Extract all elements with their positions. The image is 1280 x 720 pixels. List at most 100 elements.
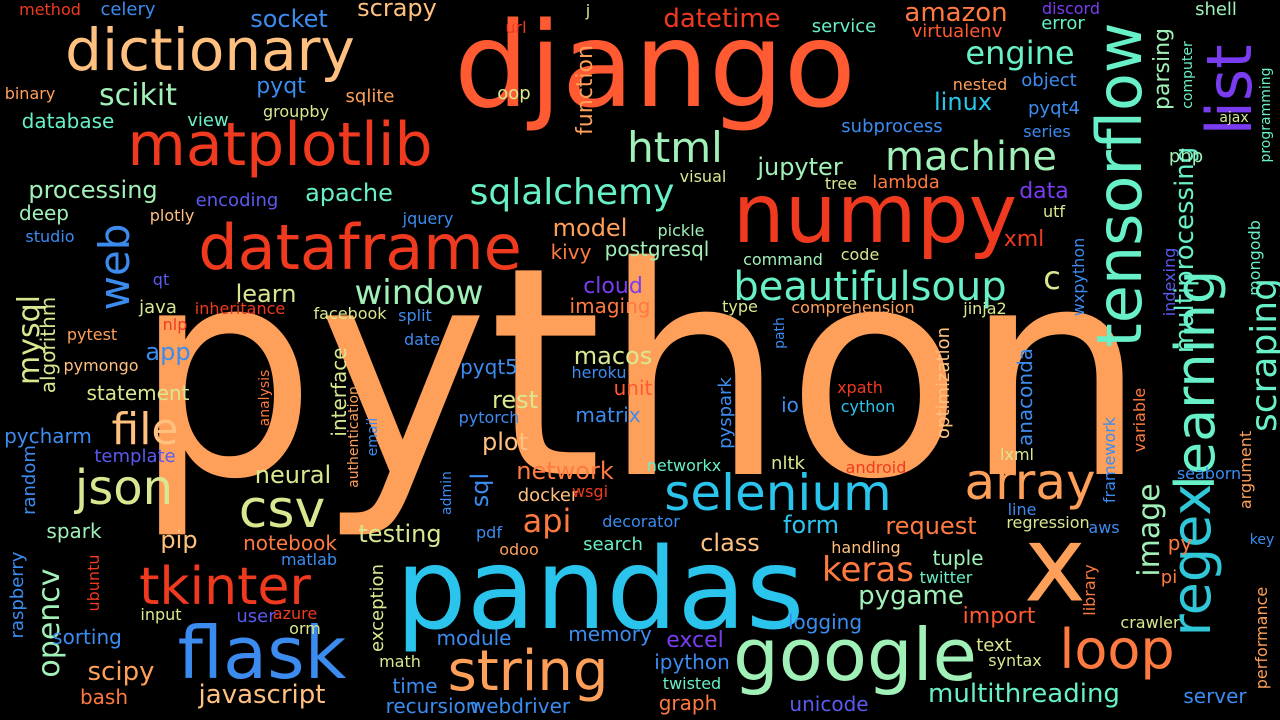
word-loop: loop (1059, 618, 1175, 681)
word-raspberry: raspberry (7, 551, 28, 639)
word-pygame: pygame (858, 581, 964, 611)
word-network: network (516, 457, 614, 485)
word-python: python (132, 206, 1148, 543)
word-parsing: parsing (1150, 28, 1175, 110)
word-unicode: unicode (789, 692, 869, 716)
word-graph: graph (658, 691, 718, 715)
word-visual: visual (679, 167, 727, 186)
word-nltk: nltk (771, 453, 805, 474)
word-code: code (840, 245, 880, 264)
word-neural: neural (254, 461, 332, 489)
word-programming: programming (1258, 67, 1274, 163)
word-syntax: syntax (988, 651, 1042, 670)
word-networkx: networkx (646, 456, 722, 475)
word-selenium: selenium (664, 464, 892, 522)
word-xml: xml (1003, 227, 1045, 252)
word-heroku: heroku (571, 363, 627, 382)
word-pdf: pdf (476, 523, 502, 542)
word-computer: computer (1180, 41, 1196, 109)
word-amazon: amazon (904, 0, 1008, 28)
word-error: error (1041, 13, 1085, 34)
word-c: c (1043, 259, 1061, 297)
word-cython: cython (840, 397, 896, 416)
word-excel: excel (666, 628, 724, 653)
word-tree: tree (824, 174, 858, 193)
word-webdriver: webdriver (469, 694, 571, 718)
word-date: date (403, 330, 441, 349)
word-flask: flask (177, 611, 347, 695)
word-bash: bash (79, 685, 129, 709)
word-view: view (187, 110, 229, 131)
word-app: app (145, 338, 191, 366)
word-tuple: tuple (932, 546, 984, 570)
word-numpy: numpy (732, 167, 1018, 262)
word-scipy: scipy (87, 657, 155, 687)
word-scikit: scikit (99, 78, 177, 113)
word-module: module (436, 626, 512, 650)
word-docker: docker (517, 485, 579, 506)
word-apache: apache (305, 179, 393, 207)
word-method: method (19, 0, 81, 19)
word-series: series (1023, 122, 1071, 141)
word-imaging: imaging (569, 294, 651, 318)
word-plotly: plotly (149, 206, 195, 225)
word-dictionary: dictionary (65, 16, 355, 84)
word-groupby: groupby (262, 102, 330, 121)
word-sqlite: sqlite (345, 86, 395, 107)
word-model: model (552, 214, 628, 242)
word-type: type (722, 297, 758, 316)
word-key: key (1249, 532, 1275, 548)
word-web: web (90, 223, 139, 311)
word-argument: argument (1236, 430, 1255, 510)
word-datetime: datetime (663, 4, 781, 34)
word-io: io (781, 393, 799, 417)
word-twisted: twisted (662, 674, 722, 693)
word-array: array (964, 453, 1096, 511)
word-sorting: sorting (52, 625, 122, 649)
word-indexing: indexing (1160, 247, 1179, 317)
word-pyspark: pyspark (715, 377, 736, 449)
word-pyqt5: pyqt5 (460, 355, 518, 379)
word-analysis: analysis (257, 369, 273, 427)
word-sqlalchemy: sqlalchemy (469, 172, 675, 213)
word-lxml: lxml (1000, 445, 1034, 464)
word-matlab: matlab (280, 550, 338, 569)
word-oop: oop (497, 83, 531, 104)
word-subprocess: subprocess (841, 116, 943, 137)
word-library: library (1080, 564, 1099, 616)
word-jupyter: jupyter (757, 153, 843, 181)
word-user: user (236, 606, 276, 627)
word-php: php (1168, 146, 1204, 167)
word-image: image (1132, 483, 1167, 577)
word-algorithm: algorithm (36, 296, 60, 394)
word-window: window (354, 273, 484, 313)
word-orm: orm (289, 619, 321, 638)
word-odoo: odoo (499, 540, 539, 559)
word-time: time (392, 674, 438, 698)
word-pymongo: pymongo (63, 356, 139, 375)
word-opencv: opencv (32, 568, 67, 678)
word-keras: keras (822, 550, 914, 590)
word-admin: admin (439, 471, 455, 515)
word-optimization: optimization (933, 327, 954, 439)
word-learn: learn (235, 280, 297, 308)
word-utf: utf (1042, 202, 1066, 221)
word-facebook: facebook (313, 304, 387, 323)
word-nested: nested (952, 75, 1008, 94)
word-multithreading: multithreading (928, 679, 1120, 709)
word-json: json (74, 460, 174, 516)
word-comprehension: comprehension (791, 298, 915, 317)
word-pandas: pandas (395, 525, 805, 655)
word-binary: binary (4, 84, 56, 103)
word-spark: spark (46, 519, 102, 543)
word-inheritance: inheritance (194, 299, 286, 318)
word-url: url (505, 18, 527, 37)
word-server: server (1183, 684, 1247, 708)
word-encoding: encoding (195, 190, 279, 211)
word-wxpython: wxpython (1069, 237, 1088, 317)
word-import: import (962, 604, 1036, 629)
word-studio: studio (25, 227, 75, 246)
word-django: django (454, 0, 856, 134)
word-framework: framework (1100, 416, 1119, 504)
